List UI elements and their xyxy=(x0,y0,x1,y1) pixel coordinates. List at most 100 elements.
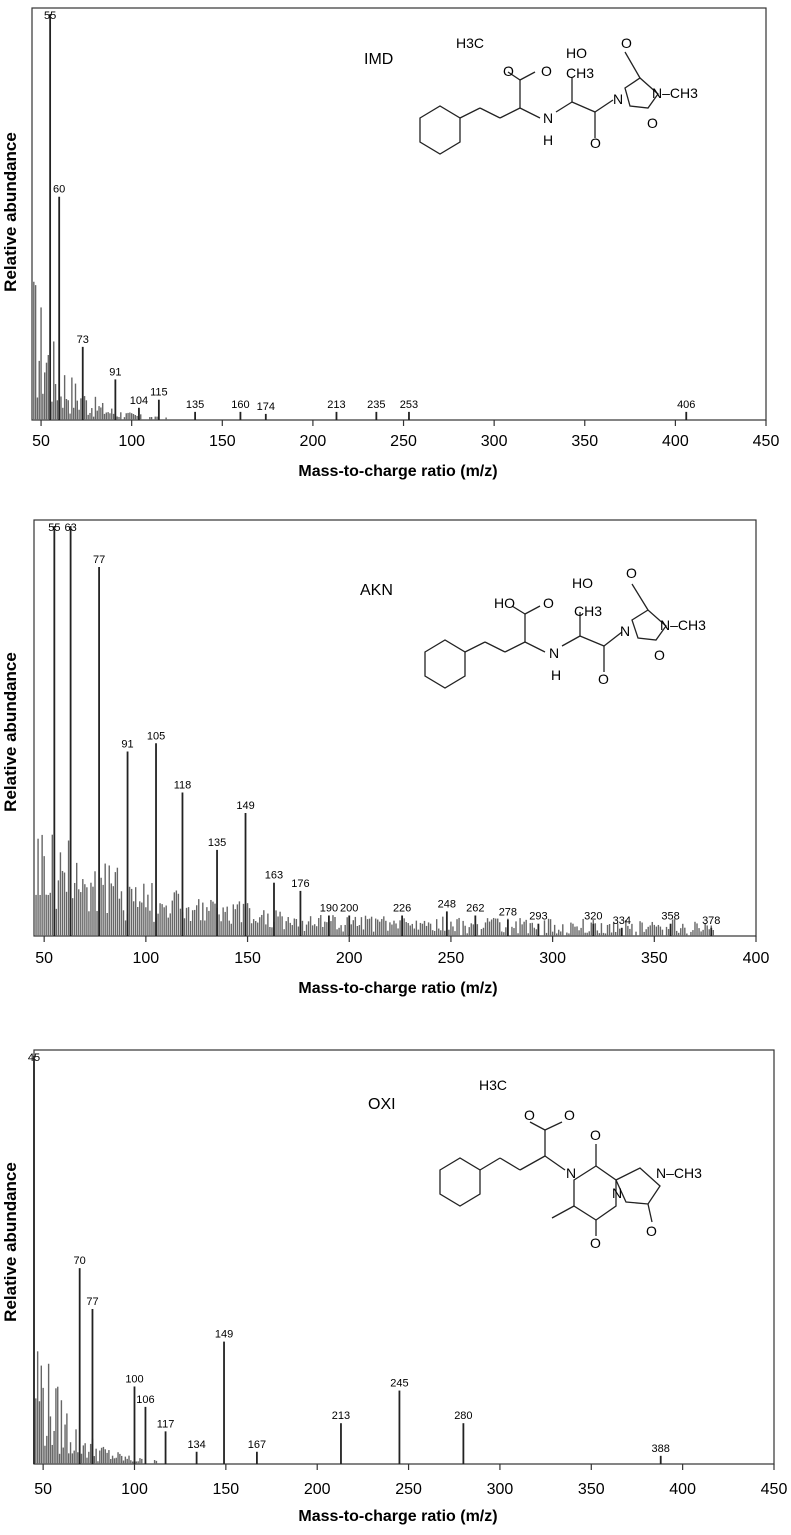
x-tick-label: 100 xyxy=(118,433,145,450)
peak-label: 280 xyxy=(454,1410,472,1422)
peak-label: 163 xyxy=(265,870,283,882)
noise-peaks xyxy=(35,834,714,936)
structure-label: CH3 xyxy=(574,603,602,619)
peak-label: 45 xyxy=(28,1052,40,1064)
structure-label: H3C xyxy=(479,1077,507,1093)
peak-label: 135 xyxy=(186,399,204,411)
x-tick-label: 200 xyxy=(304,1481,331,1498)
structure-label: O xyxy=(598,671,609,687)
x-tick-label: 350 xyxy=(571,433,598,450)
structure-label: O xyxy=(590,1235,601,1251)
peak-label: 115 xyxy=(150,387,168,399)
peak-label: 91 xyxy=(109,366,121,378)
akn-spectrum-panel: 55 63 77 91 105 118 135 149 163 176 190 200 226 248 26… xyxy=(0,512,791,1012)
compound-name: OXI xyxy=(368,1096,396,1113)
x-tick-label: 300 xyxy=(481,433,508,450)
structure-label: N xyxy=(613,91,623,107)
x-tick-label: 100 xyxy=(133,950,160,967)
peak-label: 176 xyxy=(291,878,309,890)
structure-label: O xyxy=(541,63,552,79)
peak-label: 70 xyxy=(74,1255,86,1267)
structure-label: N xyxy=(620,623,630,639)
plot-frame xyxy=(33,519,757,937)
x-tick-label: 50 xyxy=(32,433,50,450)
peak-label: 388 xyxy=(652,1443,670,1455)
structure-label: N–CH3 xyxy=(660,617,706,633)
peak-label: 104 xyxy=(130,395,148,407)
structure-label: O xyxy=(590,1127,601,1143)
peak-label: 320 xyxy=(584,911,602,923)
peak-label: 118 xyxy=(174,780,192,792)
structure-label: N xyxy=(612,1185,622,1201)
x-tick-label: 400 xyxy=(743,950,770,967)
structure-label: O xyxy=(626,565,637,581)
peak-label: 253 xyxy=(400,399,418,411)
x-tick-label: 300 xyxy=(487,1481,514,1498)
imd-spectrum-panel: 55 60 73 91 104 115 135 160 174 213 235 253 406 50 100… xyxy=(0,0,791,500)
peak-label: 167 xyxy=(248,1439,266,1451)
peak-label: 160 xyxy=(231,399,249,411)
x-axis-label: Mass-to-charge ratio (m/z) xyxy=(298,980,497,997)
peak-label: 149 xyxy=(215,1329,233,1341)
structure-label: O xyxy=(647,115,658,131)
structure-label: N–CH3 xyxy=(656,1165,702,1181)
peak-label: 262 xyxy=(466,903,484,915)
structure-label: O xyxy=(503,63,514,79)
peak-label: 213 xyxy=(332,1410,350,1422)
peak-label: 248 xyxy=(438,898,456,910)
x-tick-label: 50 xyxy=(34,1481,52,1498)
peak-label: 213 xyxy=(327,399,345,411)
peak-label: 174 xyxy=(257,401,275,413)
peak-label: 106 xyxy=(136,1394,154,1406)
peak-label: 117 xyxy=(157,1418,175,1430)
peak-label: 77 xyxy=(86,1296,98,1308)
structure-label: O xyxy=(621,35,632,51)
y-axis-label: Relative abundance xyxy=(1,132,20,292)
peak-label: 358 xyxy=(661,911,679,923)
peak-label: 245 xyxy=(390,1378,408,1390)
peak-label: 278 xyxy=(499,907,517,919)
structure-label: CH3 xyxy=(566,65,594,81)
noise-peaks xyxy=(33,281,167,420)
compound-name: AKN xyxy=(360,582,393,599)
x-tick-label: 50 xyxy=(35,950,53,967)
peak-label: 60 xyxy=(53,184,65,196)
structure-label: H xyxy=(543,132,553,148)
plot-frame xyxy=(31,7,767,421)
x-tick-label: 250 xyxy=(395,1481,422,1498)
peak-label: 190 xyxy=(320,903,338,915)
x-axis-label: Mass-to-charge ratio (m/z) xyxy=(298,1508,497,1525)
structure-label: N–CH3 xyxy=(652,85,698,101)
peak-label: 135 xyxy=(208,837,226,849)
structure-label: HO xyxy=(566,45,587,61)
noise-peaks xyxy=(35,1351,158,1464)
structure-label: HO xyxy=(494,595,515,611)
x-tick-label: 100 xyxy=(121,1481,148,1498)
structure-label: H xyxy=(551,667,561,683)
x-tick-label: 300 xyxy=(539,950,566,967)
structure-label: O xyxy=(543,595,554,611)
peak-label: 226 xyxy=(393,903,411,915)
structure-label: O xyxy=(524,1107,535,1123)
peak-label: 406 xyxy=(677,399,695,411)
peak-label: 105 xyxy=(147,730,165,742)
peak-label: 149 xyxy=(236,800,254,812)
peak-label: 235 xyxy=(367,399,385,411)
structure-label: O xyxy=(654,647,665,663)
x-tick-label: 150 xyxy=(234,950,261,967)
peak-label: 200 xyxy=(340,903,358,915)
structure-label: O xyxy=(646,1223,657,1239)
akn-structure-labels: HO O CH3 N H O HO O N N–CH3 O xyxy=(494,565,706,687)
peak-label: 334 xyxy=(613,915,631,927)
structure-label: O xyxy=(590,135,601,151)
x-tick-label: 250 xyxy=(438,950,465,967)
x-tick-label: 150 xyxy=(209,433,236,450)
x-tick-label: 200 xyxy=(300,433,327,450)
peak-label: 100 xyxy=(125,1373,143,1385)
peak-label: 63 xyxy=(64,522,76,534)
peak-label: 293 xyxy=(529,911,547,923)
x-axis-label: Mass-to-charge ratio (m/z) xyxy=(298,463,497,480)
